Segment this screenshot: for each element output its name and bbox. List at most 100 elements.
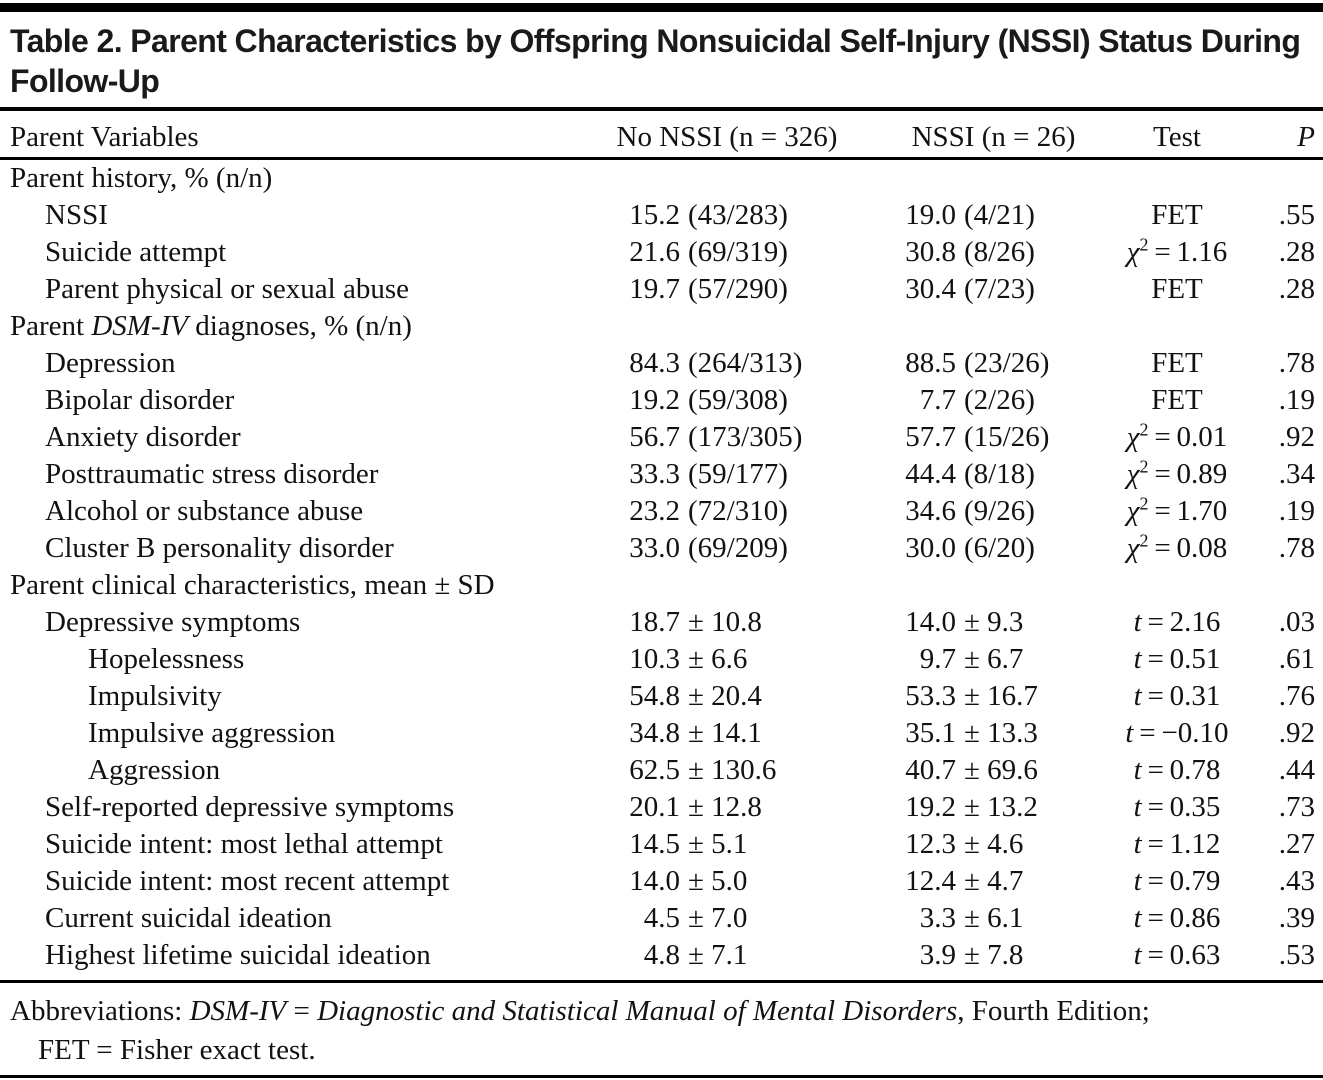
no-nssi-value: 10.3 ± 6.6 [629, 643, 748, 675]
no-nssi-value: 14.0 ± 5.0 [629, 865, 748, 897]
label-text: Suicide intent: most recent attempt [45, 865, 450, 897]
row-label: Impulsivity [10, 678, 568, 715]
p-value: .34 [1278, 458, 1315, 490]
test-value: t = 0.78 [1133, 754, 1221, 786]
t-symbol: t [1133, 902, 1142, 934]
no-nssi-value: 84.3 (264/313) [629, 347, 803, 379]
table-row: Depressive symptoms 18.7 ± 10.8 14.0 ± 9.3 t … [0, 604, 1323, 641]
table-row: Posttraumatic stress disorder 33.3 (59/177… [0, 456, 1323, 493]
table-row: Bipolar disorder 19.2 (59/308) 7.7 (2/26) FET… [0, 382, 1323, 419]
footnote-text: Abbreviations: [10, 995, 190, 1027]
p-value: .61 [1278, 643, 1315, 675]
nssi-value: 40.7 ± 69.6 [905, 754, 1038, 786]
no-nssi-value: 56.7 (173/305) [629, 421, 803, 453]
nssi-value: 44.4 (8/18) [905, 458, 1035, 490]
t-symbol: t [1133, 828, 1142, 860]
p-value: .53 [1278, 939, 1315, 971]
chi-symbol: χ [1126, 458, 1140, 490]
table-row: Hopelessness 10.3 ± 6.6 9.7 ± 6.7 t = 0.51 .61 [0, 641, 1323, 678]
p-value: .55 [1278, 199, 1315, 231]
nssi-value: 88.5 (23/26) [905, 347, 1050, 379]
no-nssi-value: 15.2 (43/283) [629, 199, 788, 231]
row-label: Posttraumatic stress disorder [10, 456, 568, 493]
row-label: NSSI [10, 197, 568, 234]
nssi-value: 14.0 ± 9.3 [905, 606, 1024, 638]
label-text: Posttraumatic stress disorder [45, 458, 379, 490]
nssi-value: 12.3 ± 4.6 [905, 828, 1024, 860]
label-text: Depression [45, 347, 176, 379]
nssi-value: 30.4 (7/23) [905, 273, 1035, 305]
row-label: Hopelessness [10, 641, 568, 678]
label-text: NSSI [45, 199, 108, 231]
label-text: Impulsivity [88, 680, 222, 712]
label-text: Cluster B personality disorder [45, 532, 394, 564]
t-symbol: t [1125, 717, 1134, 749]
table-row: Depression 84.3 (264/313) 88.5 (23/26) FET .78 [0, 345, 1323, 382]
test-value: FET [1151, 384, 1203, 416]
p-value: .92 [1278, 421, 1315, 453]
p-value: .44 [1278, 754, 1315, 786]
top-thick-rule [0, 3, 1323, 12]
t-symbol: t [1133, 791, 1142, 823]
table-title: Table 2. Parent Characteristics by Offsp… [10, 23, 1301, 99]
nssi-value: 3.9 ± 7.8 [919, 939, 1024, 971]
nssi-value: 12.4 ± 4.7 [905, 865, 1024, 897]
row-label: Highest lifetime suicidal ideation [10, 937, 568, 974]
chi-symbol: χ [1126, 532, 1140, 564]
chi-superscript-2: 2 [1139, 234, 1149, 255]
label-text: Suicide attempt [45, 236, 227, 268]
row-label: Suicide intent: most recent attempt [10, 863, 568, 900]
test-value: FET [1151, 199, 1203, 231]
p-value: .19 [1278, 495, 1315, 527]
nssi-value: 3.3 ± 6.1 [919, 902, 1024, 934]
no-nssi-value: 4.5 ± 7.0 [643, 902, 748, 934]
test-value: χ2 = 0.01 [1126, 419, 1228, 453]
test-value: t = 0.35 [1133, 791, 1221, 823]
col-header-p: P [1297, 121, 1315, 153]
label-text: Parent history, % (n/n) [10, 162, 273, 194]
test-value: FET [1151, 273, 1203, 305]
test-value: t = 0.31 [1133, 680, 1221, 712]
p-value: .73 [1278, 791, 1315, 823]
t-symbol: t [1133, 754, 1142, 786]
no-nssi-value: 34.8 ± 14.1 [629, 717, 762, 749]
table-row: Self-reported depressive symptoms 20.1 ± 1… [0, 789, 1323, 826]
nssi-value: 7.7 (2/26) [919, 384, 1035, 416]
label-text: Impulsive aggression [88, 717, 336, 749]
p-value: .19 [1278, 384, 1315, 416]
nssi-value: 30.8 (8/26) [905, 236, 1035, 268]
label-text: Anxiety disorder [45, 421, 241, 453]
no-nssi-value: 4.8 ± 7.1 [643, 939, 748, 971]
table-row: Anxiety disorder 56.7 (173/305) 57.7 (15/26)… [0, 419, 1323, 456]
no-nssi-value: 18.7 ± 10.8 [629, 606, 762, 638]
table-header-row: Parent Variables No NSSI (n = 326) NSSI … [0, 111, 1323, 157]
section-label: Parent clinical characteristics, mean ± … [10, 567, 1315, 604]
t-symbol: t [1133, 939, 1142, 971]
nssi-value: 35.1 ± 13.3 [905, 717, 1038, 749]
p-value: .76 [1278, 680, 1315, 712]
table-footnote: Abbreviations: DSM-IV = Diagnostic and S… [10, 992, 1313, 1070]
p-value: .03 [1278, 606, 1315, 638]
row-label: Aggression [10, 752, 568, 789]
t-symbol: t [1133, 643, 1142, 675]
no-nssi-value: 14.5 ± 5.1 [629, 828, 748, 860]
test-value: t = 0.63 [1133, 939, 1221, 971]
nssi-value: 19.0 (4/21) [905, 199, 1035, 231]
footnote-divider-rule [0, 980, 1323, 983]
table-row: Cluster B personality disorder 33.0 (69/20… [0, 530, 1323, 567]
italic-text: DSM-IV [91, 310, 188, 342]
test-value: t = 0.86 [1133, 902, 1221, 934]
table-row: Suicide intent: most recent attempt 14.0 ±… [0, 863, 1323, 900]
no-nssi-value: 54.8 ± 20.4 [629, 680, 762, 712]
nssi-value: 34.6 (9/26) [905, 495, 1035, 527]
footnote-italic-text: DSM-IV [189, 995, 287, 1027]
chi-superscript-2: 2 [1139, 493, 1149, 514]
test-value: t = −0.10 [1125, 717, 1229, 749]
label-text: Self-reported depressive symptoms [45, 791, 455, 823]
section-header-row: Parent DSM-IV diagnoses, % (n/n) [0, 308, 1323, 345]
no-nssi-value: 20.1 ± 12.8 [629, 791, 762, 823]
table-row: Alcohol or substance abuse 23.2 (72/310) 34… [0, 493, 1323, 530]
test-value: χ2 = 0.08 [1126, 530, 1228, 564]
t-symbol: t [1133, 865, 1142, 897]
